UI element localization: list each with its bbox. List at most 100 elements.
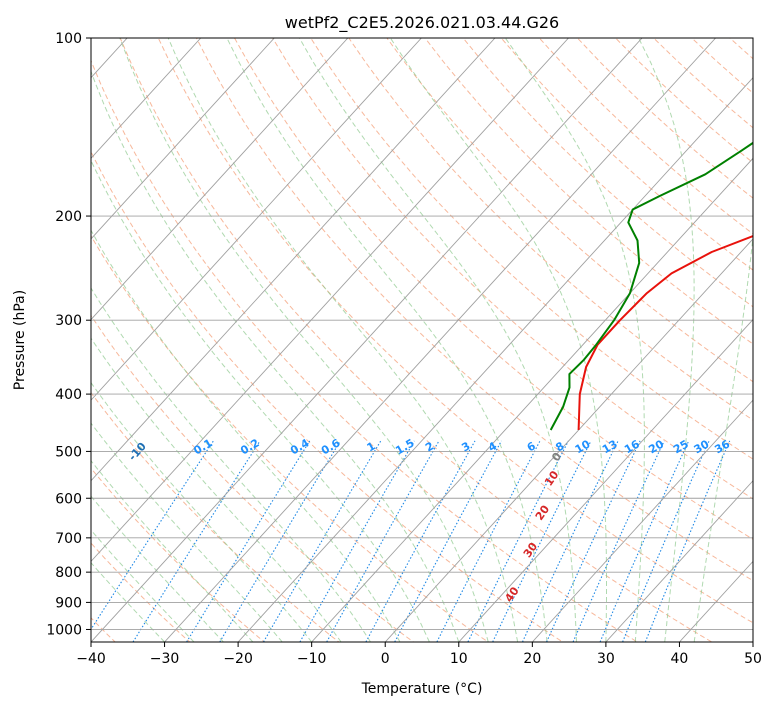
y-tick-label: 700 xyxy=(55,531,82,547)
dry-adiabat xyxy=(91,542,191,642)
y-tick-label: 100 xyxy=(55,31,82,47)
mixing-ratio-label: 0.2 xyxy=(238,436,261,457)
x-tick-label: 40 xyxy=(671,651,689,667)
isotherm xyxy=(91,38,422,401)
x-tick-label: 30 xyxy=(597,651,615,667)
x-tick-label: −30 xyxy=(150,651,180,667)
isotherm xyxy=(91,38,202,159)
dry-adiabat-label: -20 xyxy=(41,407,64,431)
isotherm xyxy=(605,480,753,642)
mixing-ratio-line xyxy=(132,440,261,642)
isopleth-labels: -100-90-80-70-60-50-40-30-20-100.10.20.4… xyxy=(41,407,732,604)
y-tick-label: 300 xyxy=(55,313,82,329)
mixing-ratio-label: 30 xyxy=(692,437,712,456)
isotherm xyxy=(237,77,753,642)
mixing-ratio-line xyxy=(521,440,619,642)
mixing-ratio-label: 0.1 xyxy=(191,436,214,457)
y-tick-label: 900 xyxy=(55,595,82,611)
mixing-ratio-label: 36 xyxy=(712,437,732,456)
moist-adiabat xyxy=(226,38,548,642)
dry-adiabat xyxy=(91,150,564,642)
chart-title: wetPf2_C2E5.2026.021.03.44.G26 xyxy=(285,13,559,33)
dry-adiabat xyxy=(577,38,753,199)
mixing-ratio-label: 0.4 xyxy=(288,436,312,457)
dry-adiabat xyxy=(157,38,753,624)
moist-adiabat xyxy=(91,70,460,642)
dry-adiabat xyxy=(462,38,753,308)
mixing-ratio-label: 1.5 xyxy=(393,436,416,457)
moist-adiabat-label: 10 xyxy=(542,468,562,488)
moist-adiabat xyxy=(91,159,430,642)
mixing-ratio-line xyxy=(219,440,341,642)
plot-frame xyxy=(90,37,754,643)
moist-adiabat xyxy=(91,337,342,642)
dry-adiabat xyxy=(348,38,753,421)
isotherm xyxy=(384,238,753,642)
mixing-ratio-line xyxy=(622,440,710,642)
y-axis: 100 200 300 400 500 600 700 800 900 1000 xyxy=(46,31,91,638)
dry-adiabat xyxy=(91,467,265,642)
isotherm xyxy=(458,318,753,642)
mixing-ratio-label: 13 xyxy=(600,437,620,456)
y-tick-label: 500 xyxy=(55,444,82,460)
x-axis: −40 −30 −20 −10 0 10 20 30 40 50 xyxy=(76,642,762,667)
moist-adiabat xyxy=(91,495,224,642)
mixing-ratio-label: 6 xyxy=(525,439,538,454)
moist-adiabat xyxy=(91,529,195,642)
dry-adiabat xyxy=(195,38,753,582)
x-tick-label: −40 xyxy=(76,651,106,667)
isotherm xyxy=(311,157,753,642)
mixing-ratio-label: 1 xyxy=(365,439,378,454)
dry-adiabat xyxy=(424,38,753,345)
mixing-ratio-line xyxy=(394,440,502,642)
x-tick-label: 20 xyxy=(523,651,541,667)
dry-adiabat xyxy=(615,38,753,164)
x-tick-label: −10 xyxy=(297,651,327,667)
moist-adiabat xyxy=(91,229,401,642)
mixing-ratio-line xyxy=(492,440,592,642)
moist-adiabat xyxy=(504,38,645,642)
moist-adiabat-label: 20 xyxy=(533,503,553,523)
isotherm xyxy=(752,641,753,642)
mixing-ratio-line xyxy=(263,440,382,642)
y-tick-label: 800 xyxy=(55,565,82,581)
mixing-ratio-line xyxy=(91,440,214,631)
dry-adiabat xyxy=(500,38,753,271)
y-tick-label: 1000 xyxy=(46,622,82,638)
moist-adiabat-label: 30 xyxy=(521,540,541,560)
mixing-ratio-line xyxy=(644,440,731,642)
y-tick-label: 200 xyxy=(55,209,82,225)
mixing-ratio-label: 10 xyxy=(573,437,593,456)
mixing-ratio-line xyxy=(467,440,569,642)
dry-adiabat xyxy=(272,38,753,500)
x-tick-label: 0 xyxy=(381,651,390,667)
isotherm xyxy=(91,38,275,240)
mixing-ratio-line xyxy=(572,440,665,642)
dry-adiabat xyxy=(91,391,340,642)
y-tick-label: 600 xyxy=(55,491,82,507)
mixing-ratio-line xyxy=(436,440,541,642)
dewpoint-profile xyxy=(549,141,753,431)
isotherm xyxy=(164,38,716,642)
profiles xyxy=(549,141,753,431)
moist-adiabat xyxy=(298,38,577,642)
moist-adiabat xyxy=(91,459,254,642)
grid xyxy=(91,38,753,642)
moist-adiabat xyxy=(119,38,489,642)
moist-adiabat xyxy=(91,561,165,642)
mixing-ratio-label: 20 xyxy=(646,437,666,456)
x-axis-label: Temperature (°C) xyxy=(361,681,483,697)
y-axis-label: Pressure (hPa) xyxy=(12,290,28,390)
dry-adiabat xyxy=(234,38,753,540)
mixing-ratio-lines xyxy=(91,440,731,642)
moist-adiabat xyxy=(91,287,371,642)
mixing-ratio-label: 16 xyxy=(622,437,642,456)
dry-adiabat xyxy=(386,38,753,383)
mixing-ratio-label: 0.6 xyxy=(319,436,343,457)
mixing-ratio-line xyxy=(599,440,690,642)
moist-adiabat xyxy=(638,38,695,642)
x-tick-label: 10 xyxy=(450,651,468,667)
mixing-ratio-label: 25 xyxy=(671,437,691,456)
dry-adiabat xyxy=(310,38,753,460)
